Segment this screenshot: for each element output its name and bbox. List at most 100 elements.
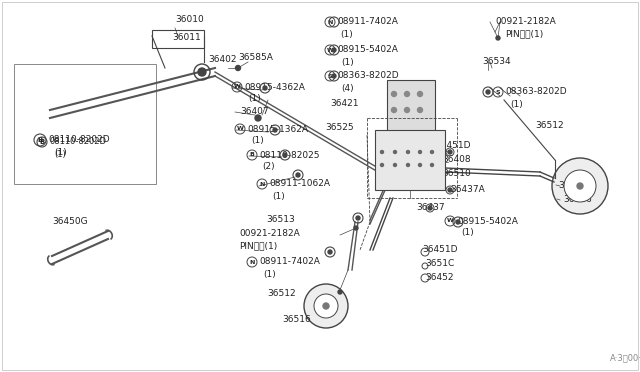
- Circle shape: [328, 250, 332, 254]
- Circle shape: [332, 74, 336, 78]
- Text: B: B: [40, 139, 45, 145]
- Text: 36516: 36516: [563, 196, 592, 205]
- Text: W: W: [447, 218, 453, 224]
- Circle shape: [394, 151, 397, 154]
- Circle shape: [323, 303, 329, 309]
- Text: 36407: 36407: [240, 106, 269, 115]
- Circle shape: [448, 150, 452, 154]
- Circle shape: [448, 188, 452, 192]
- Text: PINピン(1): PINピン(1): [505, 29, 543, 38]
- Text: (1): (1): [54, 148, 67, 157]
- Text: 36510: 36510: [442, 169, 471, 177]
- Circle shape: [417, 108, 422, 112]
- Text: 08110-8202D: 08110-8202D: [49, 138, 106, 147]
- Circle shape: [304, 284, 348, 328]
- Text: 36452: 36452: [425, 273, 454, 282]
- Text: (1): (1): [272, 192, 285, 201]
- Text: 36516: 36516: [282, 315, 311, 324]
- Text: N: N: [259, 182, 265, 186]
- Text: A·3、00·4: A·3、00·4: [610, 353, 640, 362]
- Circle shape: [354, 226, 358, 230]
- Text: 36421: 36421: [330, 99, 358, 109]
- Text: 08915-4362A: 08915-4362A: [244, 83, 305, 92]
- Circle shape: [456, 220, 460, 224]
- Text: 08911-7402A: 08911-7402A: [337, 17, 398, 26]
- Circle shape: [404, 92, 410, 96]
- Text: 08110-82025: 08110-82025: [259, 151, 319, 160]
- Text: 36010: 36010: [175, 16, 204, 25]
- Text: 36534: 36534: [482, 58, 511, 67]
- Circle shape: [263, 86, 267, 90]
- Circle shape: [273, 128, 277, 132]
- Circle shape: [392, 92, 397, 96]
- Text: 08915-1362A: 08915-1362A: [247, 125, 308, 134]
- Text: 36011: 36011: [172, 33, 201, 42]
- Circle shape: [419, 164, 422, 167]
- Circle shape: [255, 115, 261, 121]
- Circle shape: [381, 151, 383, 154]
- Circle shape: [236, 65, 241, 71]
- Text: (1): (1): [340, 29, 353, 38]
- Text: 36451D: 36451D: [435, 141, 470, 151]
- Text: 08915-5402A: 08915-5402A: [337, 45, 398, 55]
- Text: 08110-8202D: 08110-8202D: [48, 135, 109, 144]
- Circle shape: [552, 158, 608, 214]
- Circle shape: [381, 164, 383, 167]
- Circle shape: [404, 108, 410, 112]
- Text: (1): (1): [461, 228, 474, 237]
- Circle shape: [486, 90, 490, 94]
- Text: 36512: 36512: [535, 122, 564, 131]
- Circle shape: [564, 170, 596, 202]
- Text: PINピン(1): PINピン(1): [239, 241, 277, 250]
- Text: S: S: [328, 74, 332, 78]
- Text: 00921-2182A: 00921-2182A: [495, 17, 556, 26]
- Text: (4): (4): [341, 83, 354, 93]
- Circle shape: [392, 108, 397, 112]
- Circle shape: [431, 164, 433, 167]
- Circle shape: [406, 164, 410, 167]
- Text: (1): (1): [251, 137, 264, 145]
- Text: 36437: 36437: [416, 202, 445, 212]
- Text: S: S: [496, 90, 500, 94]
- Circle shape: [406, 151, 410, 154]
- Text: 08911-1062A: 08911-1062A: [269, 180, 330, 189]
- Circle shape: [332, 48, 336, 52]
- Circle shape: [496, 36, 500, 40]
- Text: 36512: 36512: [267, 289, 296, 298]
- Text: W: W: [237, 126, 243, 131]
- Text: 36451D: 36451D: [422, 246, 458, 254]
- Circle shape: [419, 151, 422, 154]
- Text: 36402: 36402: [208, 55, 237, 64]
- Text: 36585A: 36585A: [238, 52, 273, 61]
- Text: 36408: 36408: [442, 155, 470, 164]
- Circle shape: [417, 92, 422, 96]
- Circle shape: [431, 151, 433, 154]
- Circle shape: [314, 294, 338, 318]
- Circle shape: [283, 153, 287, 157]
- Text: W: W: [326, 48, 333, 52]
- Text: (1): (1): [248, 94, 260, 103]
- Text: 3651C: 3651C: [425, 260, 454, 269]
- Circle shape: [198, 68, 206, 76]
- FancyBboxPatch shape: [387, 80, 435, 135]
- Text: 36451: 36451: [558, 180, 587, 189]
- Text: 36513: 36513: [266, 215, 295, 224]
- Text: (1): (1): [54, 150, 66, 158]
- Bar: [14, 64, 156, 184]
- Text: 36437A: 36437A: [450, 186, 484, 195]
- Bar: [375, 130, 445, 190]
- Circle shape: [356, 216, 360, 220]
- Text: B: B: [37, 137, 43, 143]
- Circle shape: [338, 290, 342, 294]
- Text: N: N: [327, 19, 333, 25]
- Bar: [152, 30, 204, 48]
- Circle shape: [577, 183, 583, 189]
- Circle shape: [394, 164, 397, 167]
- Text: B: B: [250, 153, 255, 157]
- Text: 08911-7402A: 08911-7402A: [259, 257, 320, 266]
- Text: 08363-8202D: 08363-8202D: [337, 71, 399, 80]
- Text: (1): (1): [263, 269, 276, 279]
- Text: 08915-5402A: 08915-5402A: [457, 217, 518, 225]
- Circle shape: [296, 173, 300, 177]
- Text: 08363-8202D: 08363-8202D: [505, 87, 566, 96]
